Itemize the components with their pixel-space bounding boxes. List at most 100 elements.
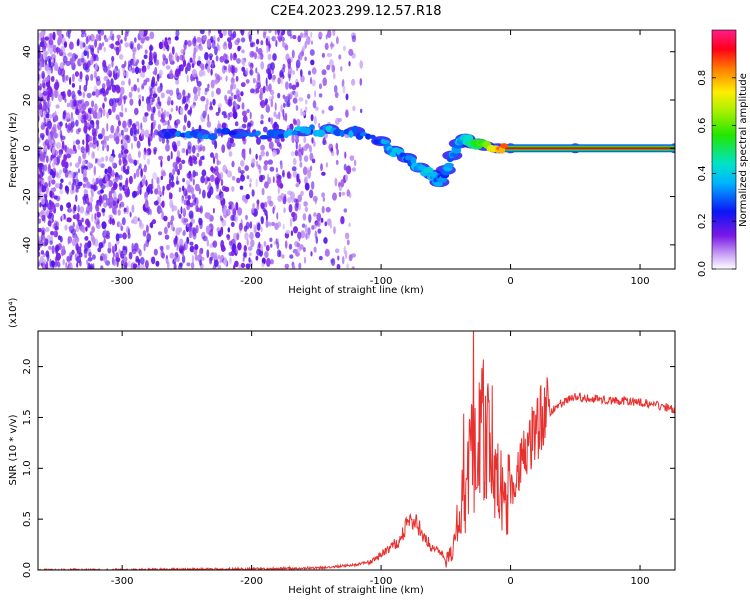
noise-speck bbox=[260, 227, 263, 232]
noise-speck bbox=[340, 66, 343, 72]
noise-speck bbox=[160, 175, 163, 181]
ridge-blob bbox=[369, 134, 376, 139]
noise-speck bbox=[265, 37, 269, 47]
noise-speck bbox=[67, 122, 73, 131]
noise-speck bbox=[241, 102, 245, 110]
noise-speck bbox=[270, 243, 273, 248]
noise-speck bbox=[114, 243, 118, 252]
noise-speck bbox=[141, 263, 145, 269]
noise-speck bbox=[230, 52, 233, 61]
noise-speck bbox=[106, 111, 109, 119]
noise-speck bbox=[320, 163, 323, 172]
noise-speck bbox=[77, 127, 82, 133]
noise-speck bbox=[157, 86, 162, 93]
noise-speck bbox=[296, 242, 301, 247]
noise-speck bbox=[237, 45, 241, 52]
noise-speck bbox=[224, 94, 228, 102]
noise-speck bbox=[196, 80, 202, 87]
noise-speck bbox=[189, 241, 194, 246]
noise-speck bbox=[272, 53, 277, 61]
noise-speck bbox=[158, 155, 164, 161]
noise-speck bbox=[69, 76, 72, 86]
noise-speck bbox=[251, 189, 255, 197]
noise-speck bbox=[287, 60, 291, 69]
noise-speck bbox=[42, 40, 47, 50]
noise-speck bbox=[57, 35, 63, 45]
noise-speck bbox=[292, 217, 296, 223]
noise-speck bbox=[237, 96, 242, 102]
noise-speck bbox=[48, 245, 52, 250]
noise-speck bbox=[94, 218, 99, 225]
noise-speck bbox=[240, 82, 246, 88]
noise-speck bbox=[277, 92, 281, 99]
noise-speck bbox=[264, 251, 269, 258]
noise-speck bbox=[243, 252, 247, 258]
noise-speck bbox=[84, 32, 87, 38]
noise-speck bbox=[204, 103, 208, 112]
noise-speck bbox=[241, 110, 247, 117]
noise-speck bbox=[122, 232, 127, 240]
noise-speck bbox=[117, 209, 121, 216]
noise-speck bbox=[299, 154, 302, 162]
noise-speck bbox=[46, 95, 50, 102]
noise-speck bbox=[111, 218, 115, 224]
noise-speck bbox=[124, 42, 129, 48]
noise-speck bbox=[301, 45, 306, 52]
noise-speck bbox=[199, 259, 203, 266]
x-tick-label: 100 bbox=[630, 276, 649, 287]
noise-speck bbox=[145, 77, 150, 83]
noise-speck bbox=[280, 76, 284, 85]
noise-speck bbox=[210, 166, 214, 172]
noise-speck bbox=[48, 114, 53, 119]
noise-speck bbox=[153, 248, 158, 256]
noise-speck bbox=[196, 197, 199, 206]
noise-speck bbox=[134, 107, 139, 116]
noise-speck bbox=[128, 118, 133, 126]
noise-speck bbox=[91, 100, 95, 108]
noise-speck bbox=[110, 124, 115, 134]
noise-speck bbox=[47, 163, 51, 173]
noise-speck bbox=[176, 175, 179, 185]
noise-speck bbox=[272, 176, 275, 184]
noise-speck bbox=[162, 53, 165, 59]
noise-speck bbox=[320, 217, 324, 223]
noise-speck bbox=[333, 72, 336, 80]
noise-speck bbox=[334, 91, 339, 98]
noise-speck bbox=[132, 123, 136, 131]
noise-speck bbox=[344, 174, 349, 182]
noise-speck bbox=[298, 178, 301, 185]
noise-speck bbox=[210, 68, 213, 76]
noise-speck bbox=[104, 228, 107, 237]
noise-speck bbox=[271, 95, 274, 100]
noise-speck bbox=[271, 221, 276, 227]
noise-speck bbox=[251, 207, 255, 214]
noise-speck bbox=[212, 208, 215, 214]
noise-speck bbox=[61, 214, 64, 221]
noise-speck bbox=[186, 62, 191, 72]
noise-speck bbox=[277, 30, 280, 36]
noise-speck bbox=[144, 49, 148, 55]
noise-speck bbox=[217, 230, 222, 237]
noise-speck bbox=[252, 203, 255, 209]
noise-speck bbox=[245, 79, 250, 84]
noise-speck bbox=[193, 97, 196, 103]
noise-speck bbox=[181, 99, 184, 105]
noise-speck bbox=[247, 122, 252, 127]
noise-speck bbox=[115, 114, 120, 120]
ridge-blob bbox=[259, 135, 270, 140]
noise-speck bbox=[239, 185, 244, 190]
noise-speck bbox=[300, 108, 303, 117]
noise-speck bbox=[94, 103, 98, 112]
noise-speck bbox=[82, 183, 86, 188]
noise-speck bbox=[311, 225, 315, 230]
noise-speck bbox=[137, 183, 141, 192]
noise-speck bbox=[143, 151, 146, 161]
noise-speck bbox=[303, 136, 307, 143]
noise-speck bbox=[135, 190, 140, 196]
noise-speck bbox=[41, 214, 45, 222]
noise-speck bbox=[131, 142, 133, 150]
noise-speck bbox=[351, 78, 356, 86]
noise-speck bbox=[249, 221, 253, 229]
noise-speck bbox=[76, 39, 80, 46]
